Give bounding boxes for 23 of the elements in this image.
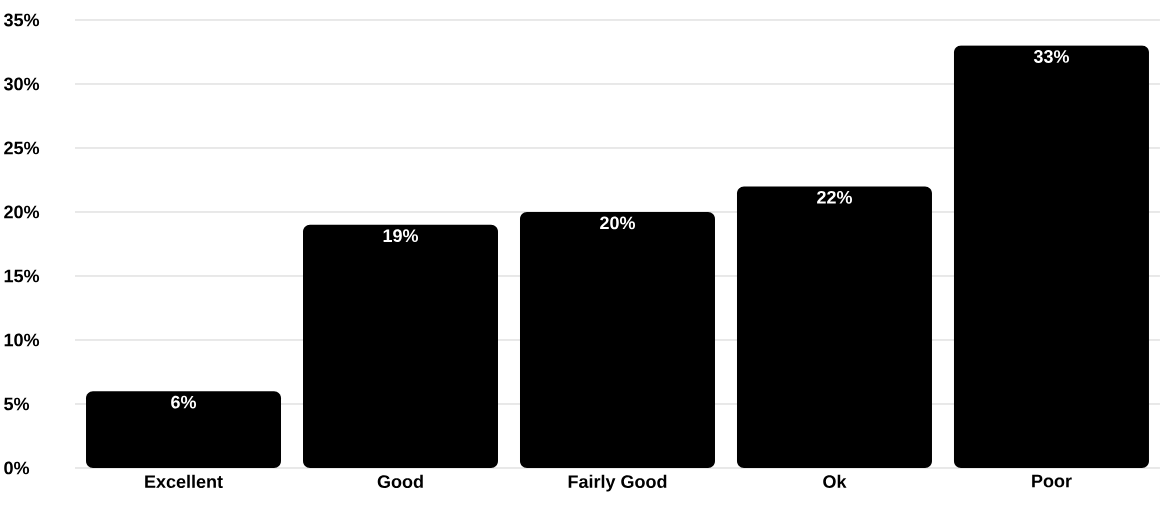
bar: [736, 186, 932, 468]
x-tick-label: Good: [377, 474, 423, 488]
x-tick-label: Excellent: [145, 474, 223, 488]
data-label: 33%: [1033, 50, 1069, 63]
bar: [519, 211, 715, 468]
bar: [953, 45, 1149, 468]
y-tick-label: 20%: [4, 205, 40, 219]
y-tick-label: 30%: [3, 77, 40, 91]
x-tick-label: Fairly Good: [568, 474, 667, 492]
bar: [303, 224, 498, 468]
data-label: 19%: [383, 229, 419, 243]
x-tick-label: Ok: [823, 474, 847, 488]
y-tick-label: 15%: [4, 269, 40, 283]
bar: [86, 391, 282, 468]
y-tick-label: 25%: [4, 141, 40, 155]
data-label: 20%: [600, 216, 636, 230]
x-tick-label: Poor: [1032, 474, 1072, 488]
y-tick-label: 35%: [3, 13, 40, 27]
y-tick-label: 0%: [4, 461, 30, 475]
data-label: 6%: [171, 395, 197, 409]
y-tick-label: 10%: [4, 333, 40, 347]
y-tick-label: 5%: [4, 397, 30, 411]
data-label: 22%: [817, 190, 853, 204]
